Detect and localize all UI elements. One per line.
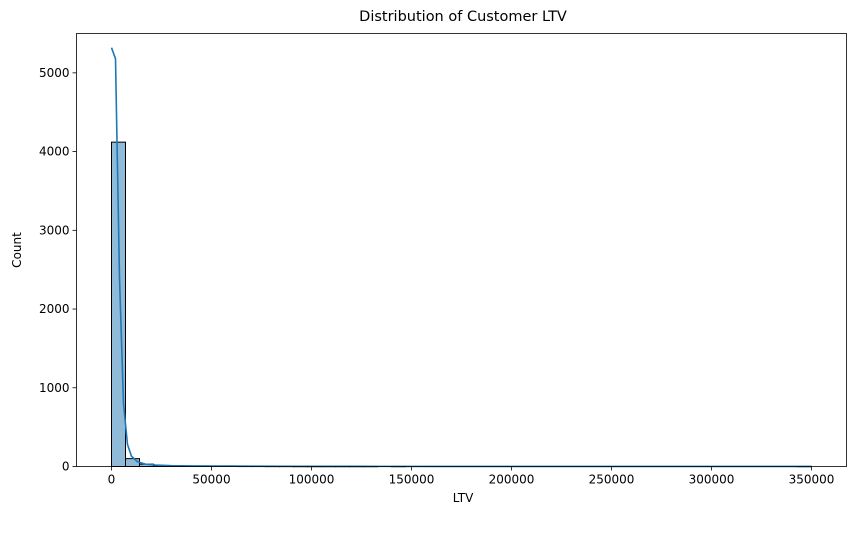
chart-title: Distribution of Customer LTV [359, 9, 567, 25]
x-axis-ticks: 0 50000 100000 150000 200000 250000 300000 3500… [108, 466, 835, 487]
y-axis-ticks: 0 1000 2000 3000 4000 5000 [39, 66, 77, 474]
x-tick-label: 300000 [689, 473, 735, 487]
y-tick-label: 1000 [39, 381, 70, 395]
y-tick-label: 4000 [39, 145, 70, 159]
x-tick-label: 250000 [589, 473, 635, 487]
histogram-bars [111, 141, 812, 468]
x-tick-label: 0 [108, 473, 116, 487]
y-tick-label: 0 [62, 460, 70, 474]
kde-density-line [110, 47, 812, 468]
y-axis-label: Count [10, 232, 24, 268]
x-tick-label: 50000 [192, 473, 230, 487]
x-tick-label: 150000 [389, 473, 435, 487]
y-tick-label: 5000 [39, 66, 70, 80]
x-tick-label: 100000 [289, 473, 335, 487]
x-tick-label: 200000 [489, 473, 535, 487]
y-tick-label: 2000 [39, 302, 70, 316]
x-tick-label: 350000 [789, 473, 835, 487]
y-tick-label: 3000 [39, 223, 70, 237]
x-axis-label: LTV [453, 491, 474, 505]
plot-frame [76, 33, 847, 467]
